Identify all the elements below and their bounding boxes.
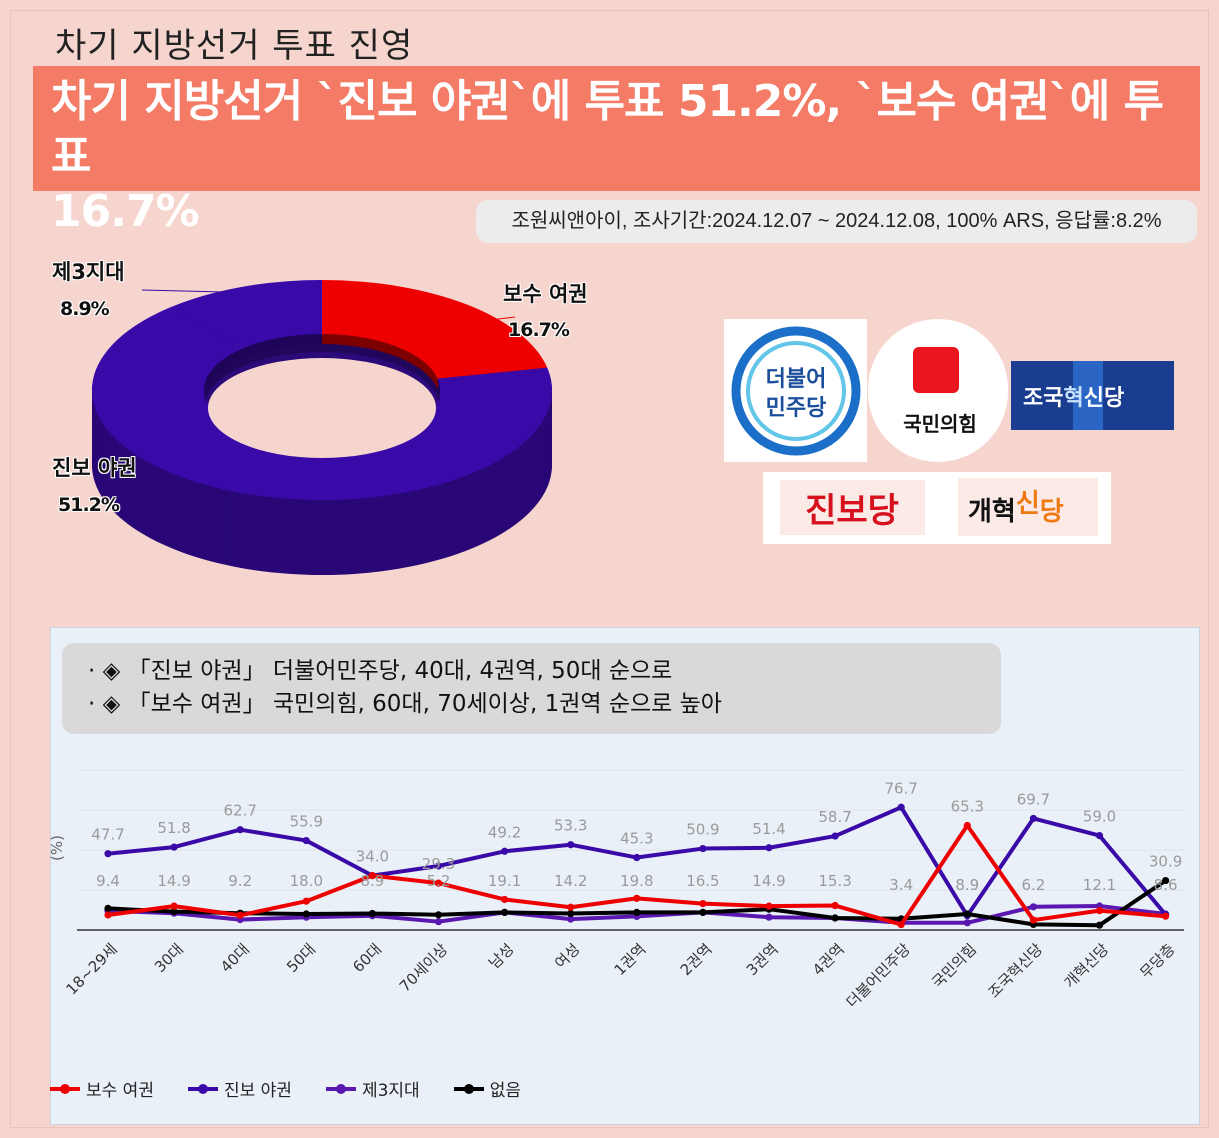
- leader-line-conservative: [489, 316, 516, 321]
- slice-pct-progressive: 51.2%: [58, 494, 120, 516]
- legend-label-third: 제3지대: [361, 1081, 420, 1101]
- legend-label-progressive: 진보 야권: [223, 1081, 292, 1101]
- legend-swatch-progressive: [187, 1083, 218, 1094]
- rebuilding-logo-part-a: 조국: [1023, 386, 1063, 411]
- reform-logo-part-a: 개혁: [968, 497, 1016, 527]
- reform-logo-part-b: 신: [1016, 489, 1040, 519]
- slice-pct-third: 8.9%: [60, 298, 110, 320]
- summary-bullet-1: · ◈ 「진보 야권」 더불어민주당, 40대, 4권역, 50대 순으로: [88, 658, 673, 684]
- rebuilding-logo-part-b: 혁: [1063, 385, 1083, 411]
- legend-item-conservative: 보수 여권: [50, 1076, 154, 1101]
- survey-info: 조원씨앤아이, 조사기간:2024.12.07 ~ 2024.12.08, 10…: [476, 200, 1197, 243]
- headline-banner: 차기 지방선거 `진보 야권`에 투표 51.2%, `보수 여권`에 투표 1…: [33, 66, 1200, 237]
- slice-label-conservative: 보수 여권: [503, 282, 588, 306]
- democratic-logo-line1: 더불어: [766, 367, 827, 392]
- chart-legend: 보수 여권 진보 야권 제3지대 없음: [50, 1076, 555, 1101]
- ppp-logo-text: 국민의힘: [903, 412, 977, 436]
- legend-item-third: 제3지대: [325, 1076, 420, 1101]
- legend-swatch-none: [453, 1083, 484, 1094]
- page-title: 차기 지방선거 투표 진영: [55, 26, 414, 66]
- slice-pct-conservative: 16.7%: [508, 319, 570, 341]
- donut-slice-progressive: [91, 307, 552, 500]
- ppp-party-logo: 국민의힘: [868, 319, 1008, 462]
- legend-label-conservative: 보수 여권: [86, 1081, 154, 1101]
- slice-label-progressive: 진보 야권: [52, 456, 137, 480]
- donut-hole: [208, 358, 436, 458]
- leader-line-third: [141, 289, 266, 294]
- rebuilding-korea-party-logo: 조국혁신당: [1011, 361, 1174, 430]
- headline-line-2: 16.7%: [51, 186, 200, 237]
- summary-bullet-2: · ◈ 「보수 여권」 국민의힘, 60대, 70세이상, 1권역 순으로 높아: [88, 691, 722, 717]
- svg-text:조국혁신당: 조국혁신당: [1023, 385, 1124, 411]
- donut-chart: [91, 280, 552, 575]
- progressive-logo-text: 진보당: [805, 491, 899, 531]
- donut-slice-conservative: [322, 280, 548, 379]
- rebuilding-logo-part-c: 신당: [1084, 386, 1124, 411]
- democratic-logo-line2: 민주당: [766, 396, 827, 421]
- legend-swatch-third: [325, 1083, 356, 1094]
- legend-item-none: 없음: [453, 1076, 521, 1101]
- slice-label-third: 제3지대: [52, 260, 125, 284]
- progressive-party-logo: 진보당: [780, 480, 925, 535]
- democratic-party-logo: 더불어 민주당: [724, 319, 867, 462]
- reform-party-logo: 개혁신당: [958, 478, 1098, 536]
- donut-slice-third: [168, 280, 322, 349]
- legend-item-progressive: 진보 야권: [187, 1076, 292, 1101]
- reform-logo-part-c: 당: [1040, 497, 1064, 527]
- legend-label-none: 없음: [489, 1081, 521, 1101]
- svg-text:개혁신당: 개혁신당: [968, 489, 1064, 527]
- summary-bullets: · ◈ 「진보 야권」 더불어민주당, 40대, 4권역, 50대 순으로 · …: [62, 643, 1001, 734]
- legend-swatch-conservative: [50, 1083, 80, 1094]
- headline-line-1: 차기 지방선거 `진보 야권`에 투표 51.2%, `보수 여권`에 투표: [51, 76, 1164, 182]
